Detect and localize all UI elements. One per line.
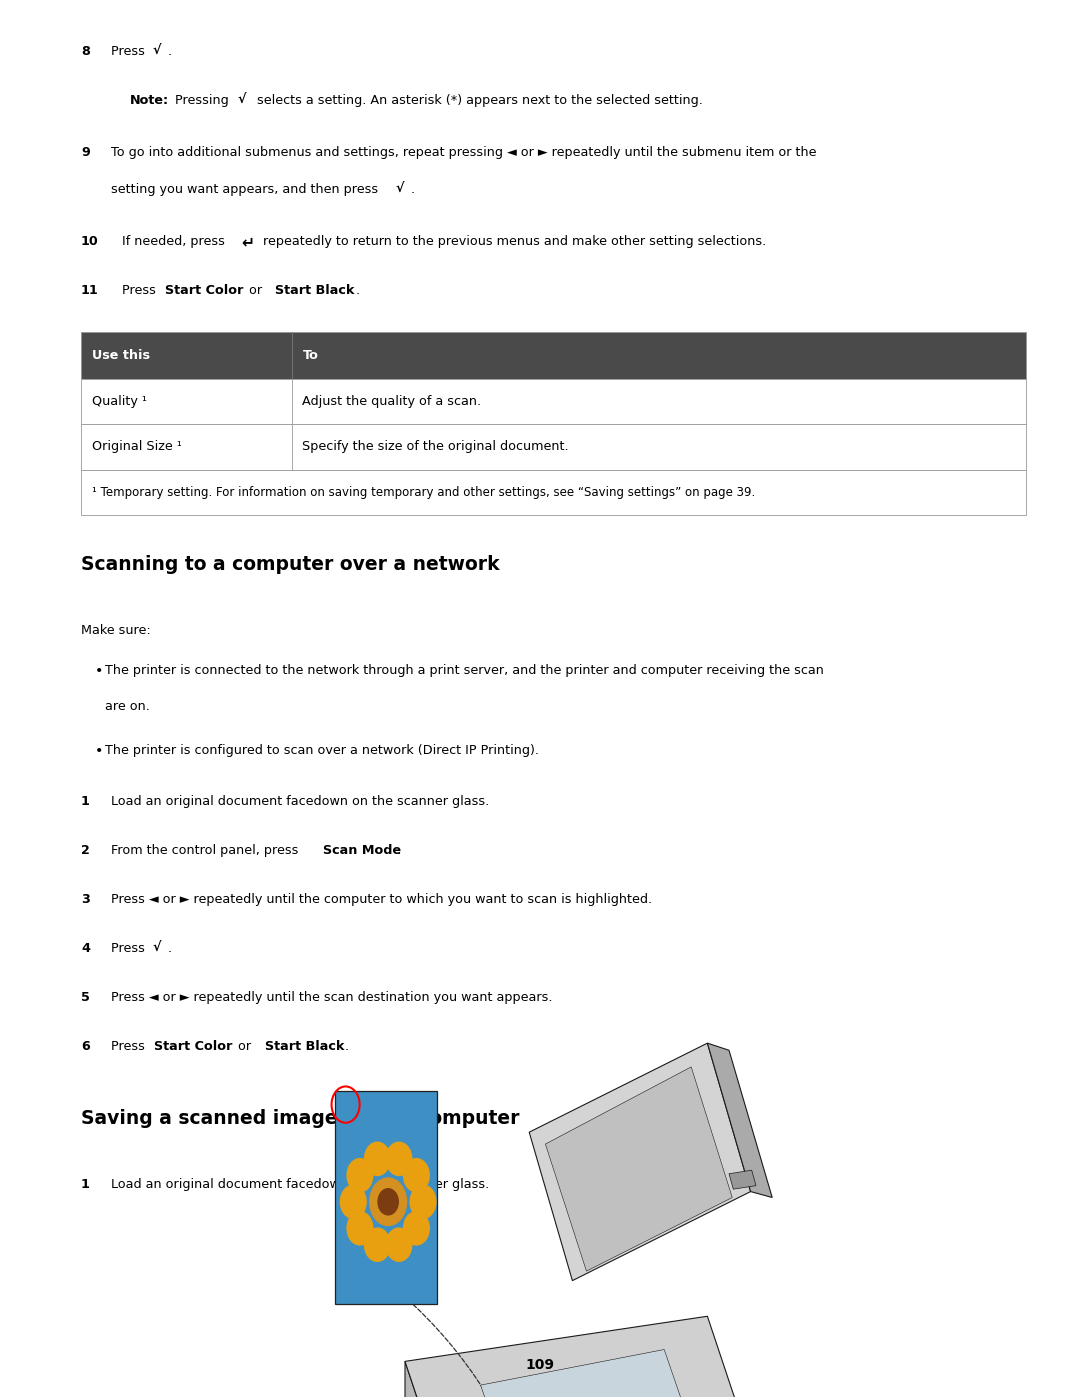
Text: 10: 10 (81, 235, 98, 249)
Text: The printer is connected to the network through a print server, and the printer : The printer is connected to the network … (105, 664, 824, 678)
Text: To go into additional submenus and settings, repeat pressing ◄ or ► repeatedly u: To go into additional submenus and setti… (111, 147, 816, 159)
Text: 4: 4 (81, 942, 90, 956)
Text: or: or (234, 1039, 256, 1053)
Text: Scan Mode: Scan Mode (323, 844, 401, 856)
Text: √: √ (152, 45, 161, 57)
Text: √: √ (238, 94, 246, 106)
Polygon shape (335, 1091, 437, 1305)
Text: .: . (167, 45, 172, 57)
Text: Make sure:: Make sure: (81, 624, 151, 637)
Text: From the control panel, press: From the control panel, press (111, 844, 302, 856)
Circle shape (347, 1211, 373, 1245)
Text: Load an original document facedown on the scanner glass.: Load an original document facedown on th… (111, 795, 489, 807)
Text: setting you want appears, and then press: setting you want appears, and then press (111, 183, 382, 196)
Text: •: • (95, 743, 104, 759)
Polygon shape (707, 1044, 772, 1197)
Polygon shape (405, 1316, 767, 1397)
Text: .: . (396, 844, 401, 856)
Text: If needed, press: If needed, press (122, 235, 229, 249)
Text: •: • (95, 664, 104, 678)
Text: Quality ¹: Quality ¹ (92, 395, 147, 408)
Text: 1: 1 (81, 1178, 90, 1192)
Text: are on.: are on. (105, 700, 150, 714)
Text: .: . (167, 942, 172, 956)
Circle shape (365, 1143, 390, 1175)
Text: selects a setting. An asterisk (*) appears next to the selected setting.: selects a setting. An asterisk (*) appea… (253, 94, 703, 106)
Text: 109: 109 (526, 1358, 554, 1372)
Text: Specify the size of the original document.: Specify the size of the original documen… (302, 440, 569, 454)
Text: 3: 3 (81, 893, 90, 905)
Text: Start Color: Start Color (165, 285, 244, 298)
Text: Start Black: Start Black (265, 1039, 343, 1053)
Text: 2: 2 (81, 844, 90, 856)
Circle shape (386, 1228, 411, 1261)
Polygon shape (405, 1361, 464, 1397)
Polygon shape (729, 1171, 756, 1189)
Text: 11: 11 (81, 285, 98, 298)
Text: Original Size ¹: Original Size ¹ (92, 440, 181, 454)
Circle shape (378, 1189, 399, 1215)
Bar (81, 331, 1026, 379)
Text: √: √ (152, 942, 161, 956)
Text: .: . (345, 1039, 349, 1053)
Text: Press: Press (111, 45, 149, 57)
Bar (81, 425, 1026, 469)
Text: Press ◄ or ► repeatedly until the scan destination you want appears.: Press ◄ or ► repeatedly until the scan d… (111, 990, 553, 1004)
Text: ↵: ↵ (241, 235, 254, 250)
Text: Note:: Note: (130, 94, 168, 106)
Bar (81, 379, 1026, 425)
Text: or: or (245, 285, 267, 298)
Text: Load an original document facedown on the scanner glass.: Load an original document facedown on th… (111, 1178, 489, 1192)
Circle shape (340, 1185, 366, 1218)
Circle shape (410, 1185, 436, 1218)
Text: .: . (355, 285, 360, 298)
Text: The printer is configured to scan over a network (Direct IP Printing).: The printer is configured to scan over a… (105, 743, 539, 757)
Text: 9: 9 (81, 147, 90, 159)
Text: Start Color: Start Color (154, 1039, 233, 1053)
Text: To: To (302, 349, 319, 362)
Polygon shape (481, 1350, 711, 1397)
Text: Start Black: Start Black (275, 285, 354, 298)
Text: √: √ (395, 183, 404, 196)
Text: .: . (410, 183, 415, 196)
Text: 8: 8 (81, 45, 90, 57)
Text: Press: Press (111, 1039, 149, 1053)
Circle shape (386, 1143, 411, 1175)
Text: repeatedly to return to the previous menus and make other setting selections.: repeatedly to return to the previous men… (259, 235, 767, 249)
Circle shape (369, 1178, 406, 1225)
Circle shape (347, 1158, 373, 1192)
Text: Adjust the quality of a scan.: Adjust the quality of a scan. (302, 395, 482, 408)
Bar (81, 469, 1026, 515)
Text: Press: Press (122, 285, 160, 298)
Text: 1: 1 (81, 795, 90, 807)
Circle shape (404, 1211, 429, 1245)
Text: Saving a scanned image on the computer: Saving a scanned image on the computer (81, 1109, 519, 1127)
Text: 6: 6 (81, 1039, 90, 1053)
Polygon shape (545, 1067, 732, 1271)
Circle shape (404, 1158, 429, 1192)
Polygon shape (529, 1044, 751, 1281)
Text: Press: Press (111, 942, 149, 956)
Text: Pressing: Pressing (175, 94, 232, 106)
Text: Press ◄ or ► repeatedly until the computer to which you want to scan is highligh: Press ◄ or ► repeatedly until the comput… (111, 893, 652, 905)
Text: ¹ Temporary setting. For information on saving temporary and other settings, see: ¹ Temporary setting. For information on … (92, 486, 755, 499)
Text: Use this: Use this (92, 349, 150, 362)
Text: 5: 5 (81, 990, 90, 1004)
Circle shape (365, 1228, 390, 1261)
Text: Scanning to a computer over a network: Scanning to a computer over a network (81, 555, 500, 574)
